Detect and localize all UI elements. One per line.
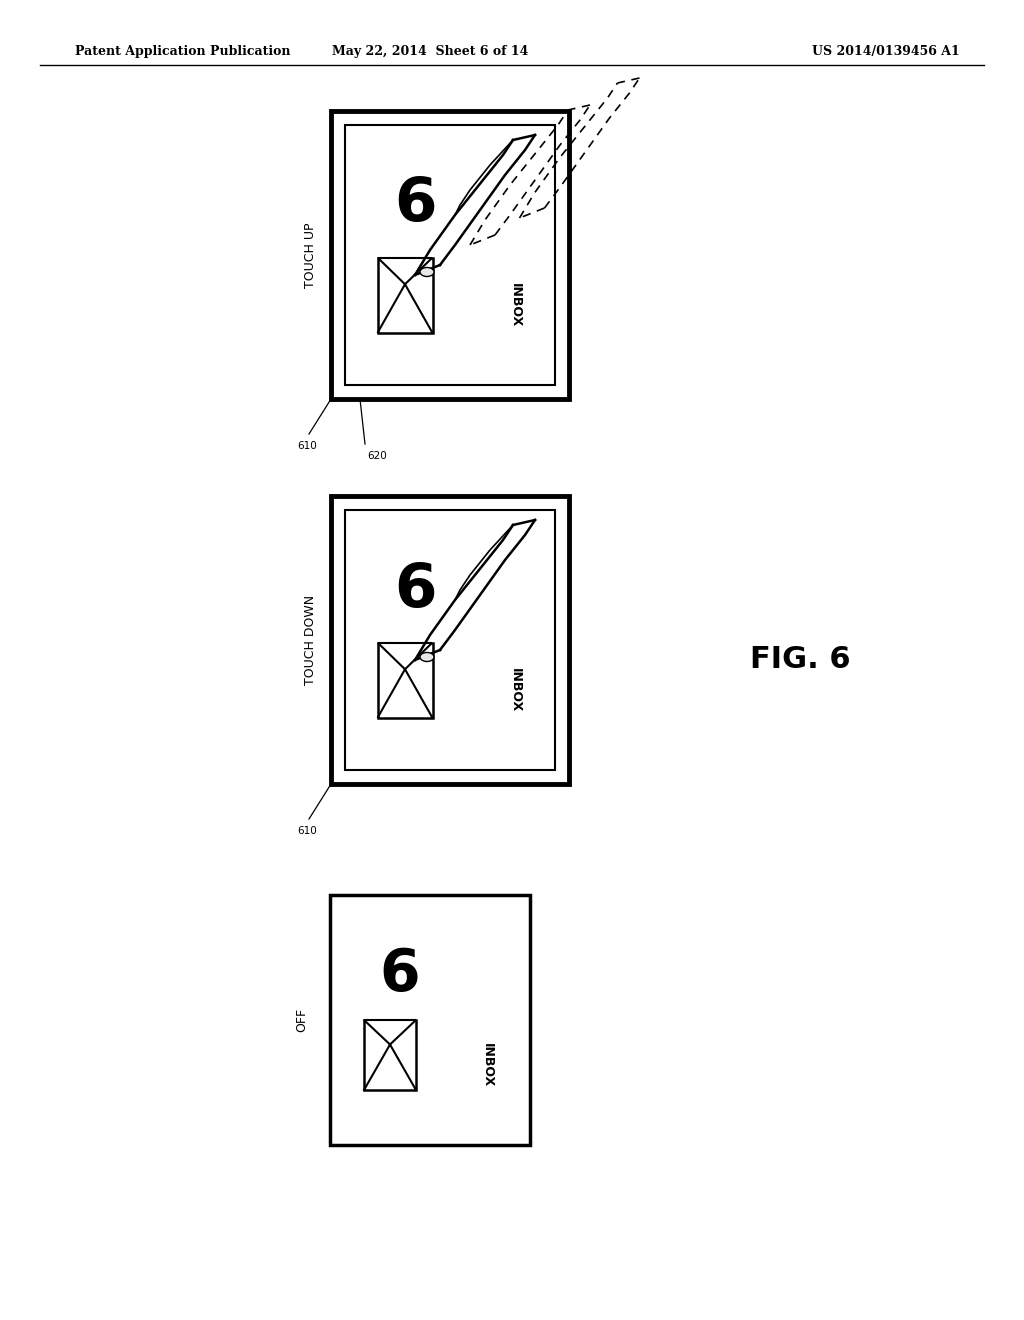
Polygon shape (378, 257, 432, 284)
Text: TOUCH DOWN: TOUCH DOWN (303, 595, 316, 685)
Bar (378, 257, 433, 333)
Text: 620: 620 (367, 451, 387, 461)
Bar (331, 496, 569, 784)
Polygon shape (364, 1020, 416, 1044)
Text: 610: 610 (297, 826, 316, 836)
Bar (345, 510, 555, 770)
Ellipse shape (420, 652, 434, 661)
Bar (331, 111, 569, 399)
Text: US 2014/0139456 A1: US 2014/0139456 A1 (812, 45, 961, 58)
Bar (330, 895, 530, 1144)
Text: 610: 610 (297, 441, 316, 451)
Text: FIG. 6: FIG. 6 (750, 645, 850, 675)
Text: TOUCH UP: TOUCH UP (303, 222, 316, 288)
Bar (345, 125, 555, 385)
Text: May 22, 2014  Sheet 6 of 14: May 22, 2014 Sheet 6 of 14 (332, 45, 528, 58)
Text: INBOX: INBOX (509, 282, 521, 327)
Polygon shape (378, 643, 432, 669)
Text: 6: 6 (394, 176, 436, 235)
Text: 6: 6 (394, 561, 436, 619)
Text: OFF: OFF (296, 1008, 308, 1032)
Text: Patent Application Publication: Patent Application Publication (75, 45, 291, 58)
Ellipse shape (420, 268, 434, 276)
Text: 6: 6 (380, 946, 420, 1003)
Bar (364, 1020, 416, 1090)
Text: INBOX: INBOX (509, 668, 521, 711)
Bar (378, 643, 433, 718)
Text: INBOX: INBOX (480, 1043, 494, 1088)
